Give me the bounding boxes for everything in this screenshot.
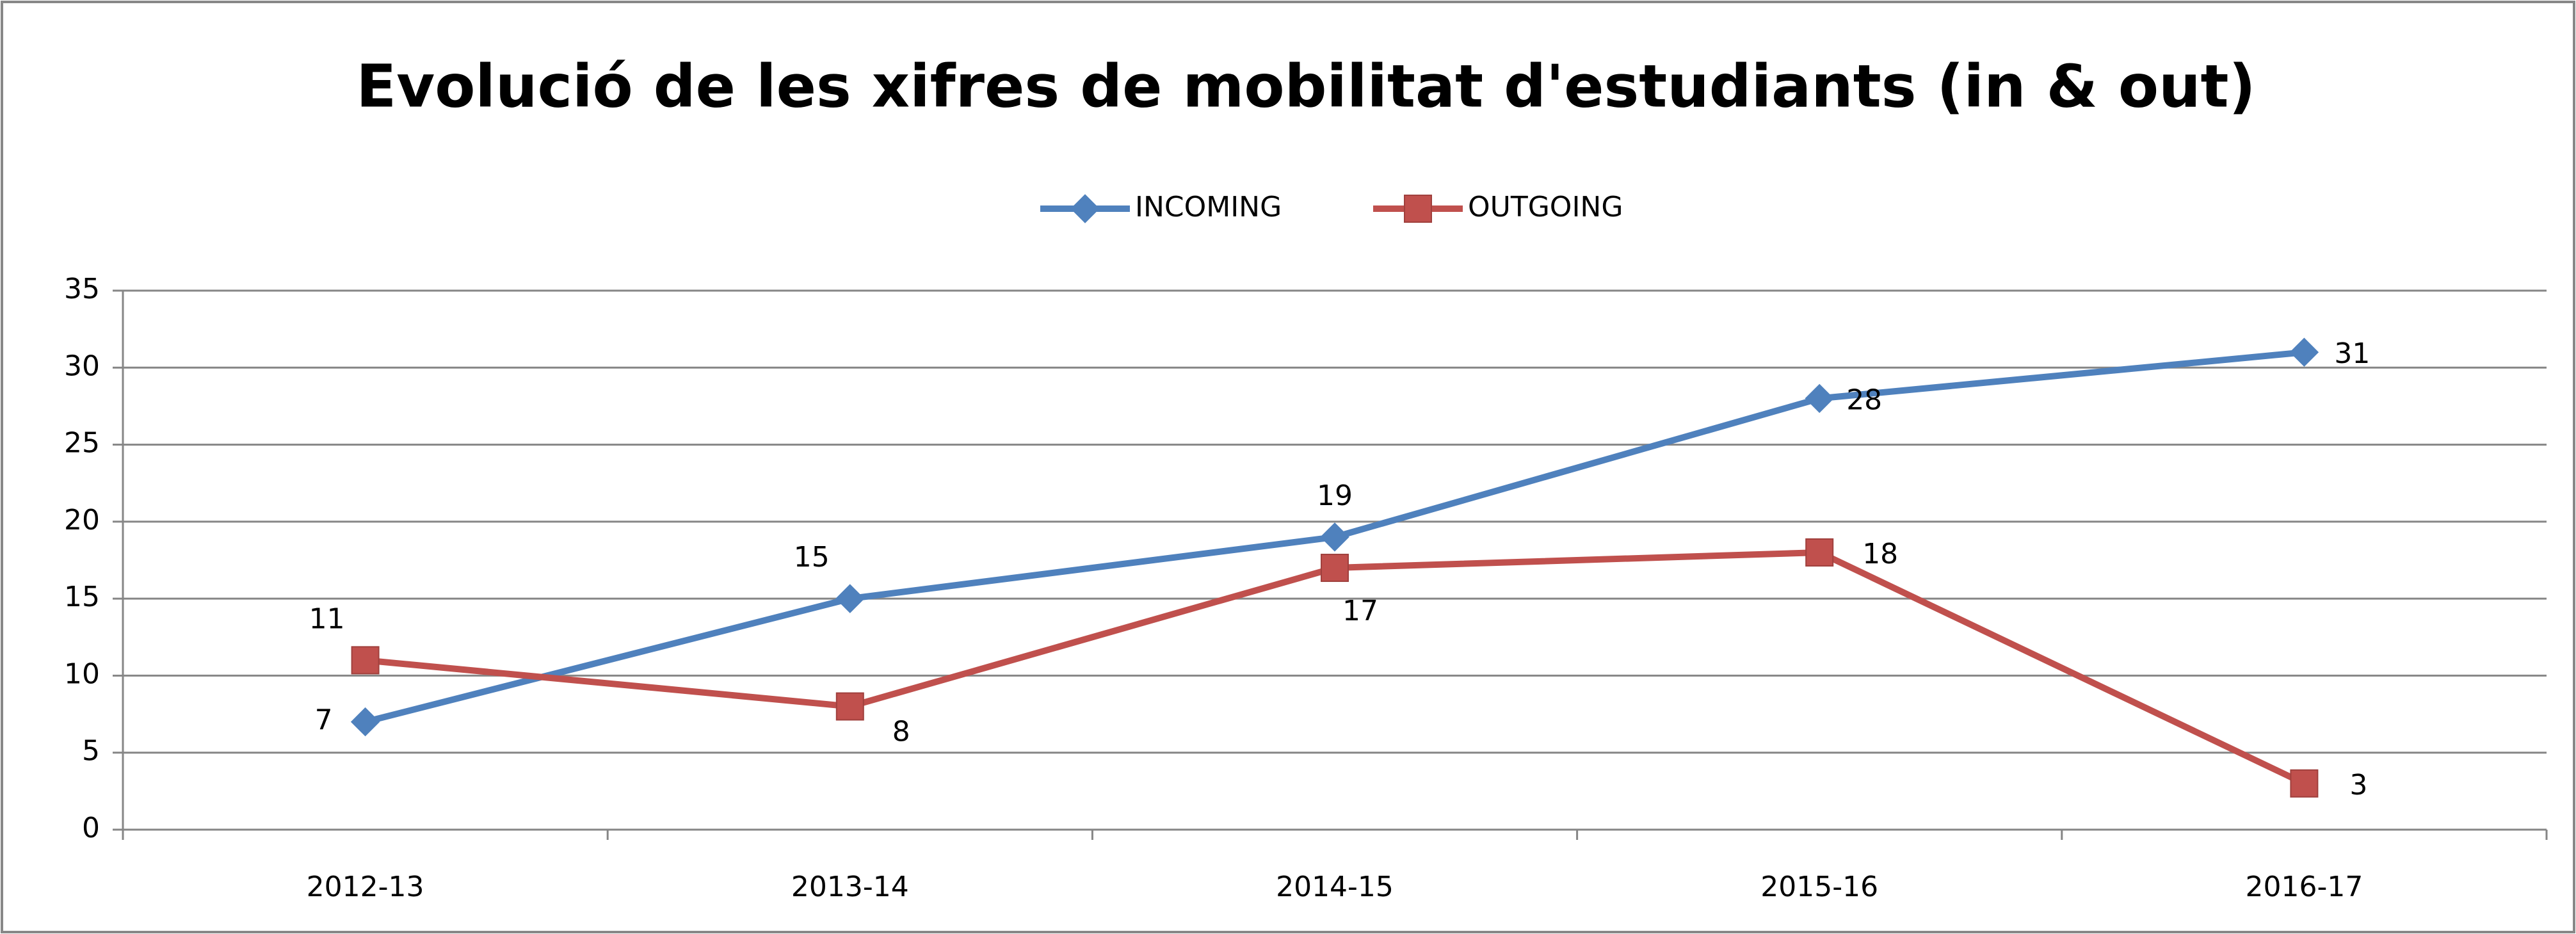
data-point <box>835 584 865 613</box>
data-point <box>2289 337 2319 367</box>
y-tick-label: 5 <box>82 735 100 768</box>
legend-label: OUTGOING <box>1468 191 1623 223</box>
x-tick-label: 2012-13 <box>307 871 424 903</box>
data-label: 19 <box>1317 479 1353 512</box>
x-tick-label: 2015-16 <box>1760 871 1878 903</box>
data-point <box>1321 554 1349 583</box>
data-point <box>1805 538 1834 567</box>
data-label: 17 <box>1342 595 1378 627</box>
chart-title: Evolució de les xifres de mobilitat d'es… <box>356 52 2255 120</box>
data-point <box>1320 522 1349 552</box>
data-point <box>350 707 380 737</box>
data-point <box>351 646 380 675</box>
data-label: 7 <box>315 704 333 737</box>
data-label: 8 <box>892 716 910 748</box>
data-label: 15 <box>794 541 830 574</box>
legend-marker <box>1070 194 1100 223</box>
data-point <box>1805 383 1834 414</box>
y-tick-label: 15 <box>64 581 100 613</box>
legend-marker <box>1404 195 1432 223</box>
x-tick-label: 2014-15 <box>1276 871 1394 903</box>
y-tick-label: 20 <box>64 504 100 536</box>
data-point <box>835 692 864 721</box>
data-point <box>2290 769 2319 798</box>
data-label: 28 <box>1846 383 1882 416</box>
y-tick-label: 25 <box>64 427 100 460</box>
data-label: 11 <box>309 602 345 635</box>
x-tick-label: 2013-14 <box>791 871 909 903</box>
y-tick-label: 0 <box>82 812 100 844</box>
y-tick-label: 30 <box>64 350 100 382</box>
y-tick-label: 10 <box>64 657 100 690</box>
x-tick-label: 2016-17 <box>2245 871 2363 903</box>
y-tick-label: 35 <box>64 273 100 305</box>
data-label: 18 <box>1862 538 1898 570</box>
data-label: 31 <box>2334 337 2370 370</box>
legend-label: INCOMING <box>1135 191 1282 223</box>
data-label: 3 <box>2349 769 2367 801</box>
